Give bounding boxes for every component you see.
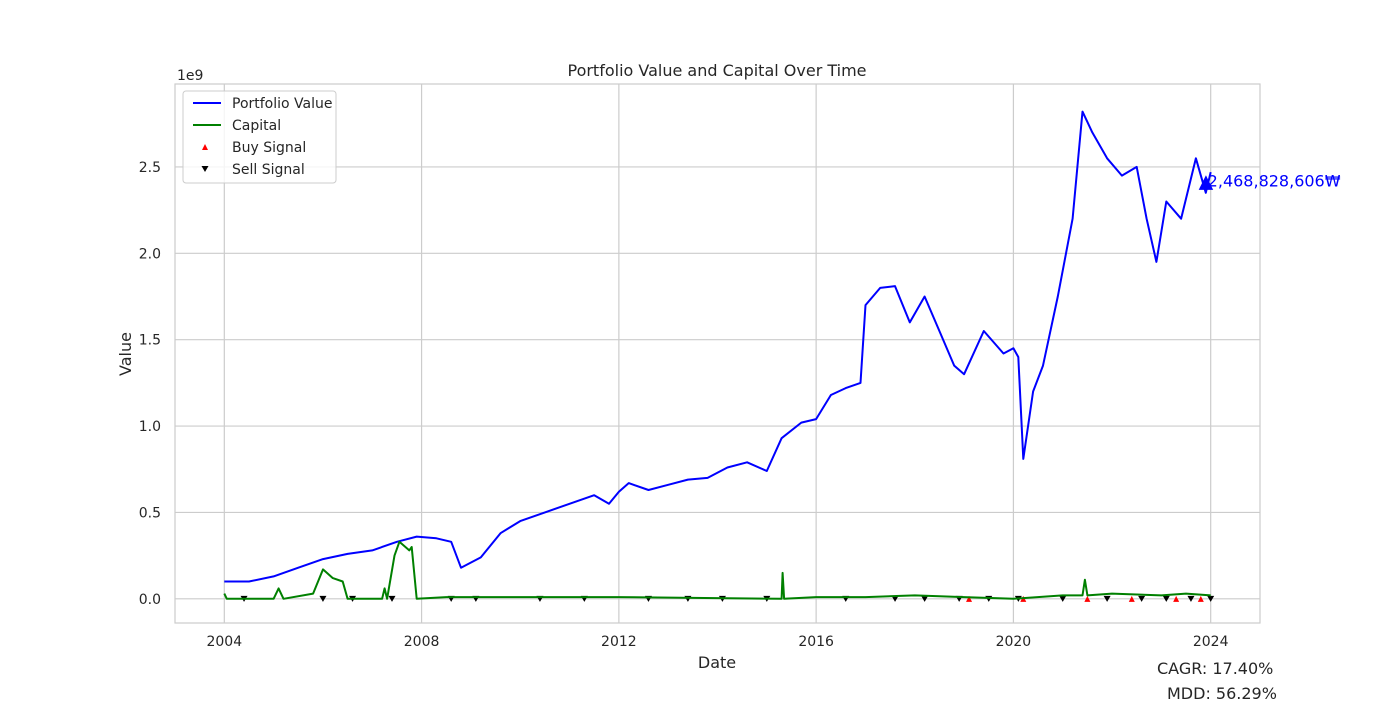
plot-frame: [174, 83, 1261, 624]
sell-signal-legend-label: Sell Signal: [232, 162, 305, 178]
capital-legend-label: Capital: [232, 118, 281, 134]
sell-signal-legend-swatch: [201, 166, 209, 172]
x-tick-label: 2016: [798, 634, 834, 650]
buy-signal-marker: [966, 595, 973, 602]
cagr-stat: CAGR: 17.40%: [1157, 659, 1274, 678]
buy-signal-marker: [1084, 595, 1091, 602]
sell-signal-marker: [388, 595, 396, 602]
mdd-stat: MDD: 56.29%: [1167, 684, 1277, 703]
sell-signal-marker: [1162, 595, 1170, 602]
y-tick-label: 0.0: [139, 592, 161, 608]
sell-signal-marker: [1138, 595, 1146, 602]
buy-signal-legend-swatch: [202, 144, 208, 150]
x-tick-label: 2008: [404, 634, 440, 650]
sell-signal-marker: [1103, 595, 1111, 602]
y-tick-label: 0.5: [139, 505, 161, 521]
sell-signal-marker: [319, 595, 327, 602]
sell-signal-marker: [1059, 595, 1067, 602]
final-value-marker: ▲: [1199, 171, 1214, 193]
grid-lines: [175, 84, 1260, 623]
chart-title: Portfolio Value and Capital Over Time: [567, 61, 866, 80]
y-tick-label: 2.5: [139, 160, 161, 176]
x-tick-labels: 2004 2008 2012 2016 2020 2024: [206, 634, 1228, 650]
sell-signal-marker: [891, 595, 899, 602]
y-offset-label: 1e9: [177, 68, 203, 84]
buy-signal-marker: [1173, 595, 1180, 602]
final-value-annotation: ▲2,468,828,606₩: [1199, 171, 1341, 193]
portfolio-value-line: [224, 110, 1212, 583]
buy-signal-marker: [1197, 595, 1204, 602]
y-tick-label: 1.0: [139, 419, 161, 435]
y-tick-labels: 0.0 0.5 1.0 1.5 2.0 2.5: [139, 160, 161, 608]
sell-signal-marker: [921, 595, 929, 602]
y-tick-label: 1.5: [139, 333, 161, 349]
portfolio-value-legend-label: Portfolio Value: [232, 96, 333, 112]
x-axis-label: Date: [698, 653, 736, 672]
x-tick-label: 2004: [206, 634, 242, 650]
legend-box: [182, 90, 337, 184]
series-lines: [223, 110, 1212, 600]
y-tick-label: 2.0: [139, 246, 161, 262]
final-value-label: 2,468,828,606₩: [1208, 172, 1341, 191]
x-tick-label: 2012: [601, 634, 637, 650]
y-axis-label: Value: [116, 332, 135, 376]
x-tick-label: 2024: [1193, 634, 1229, 650]
capital-line: [223, 540, 1211, 600]
sell-signal-marker: [1207, 595, 1215, 602]
buy-signal-marker: [1128, 595, 1135, 602]
legend: Portfolio Value Capital Buy Signal Sell Sig…: [182, 90, 337, 184]
buy-signal-legend-label: Buy Signal: [232, 140, 306, 156]
sell-signal-marker: [1187, 595, 1195, 602]
x-tick-label: 2020: [996, 634, 1032, 650]
